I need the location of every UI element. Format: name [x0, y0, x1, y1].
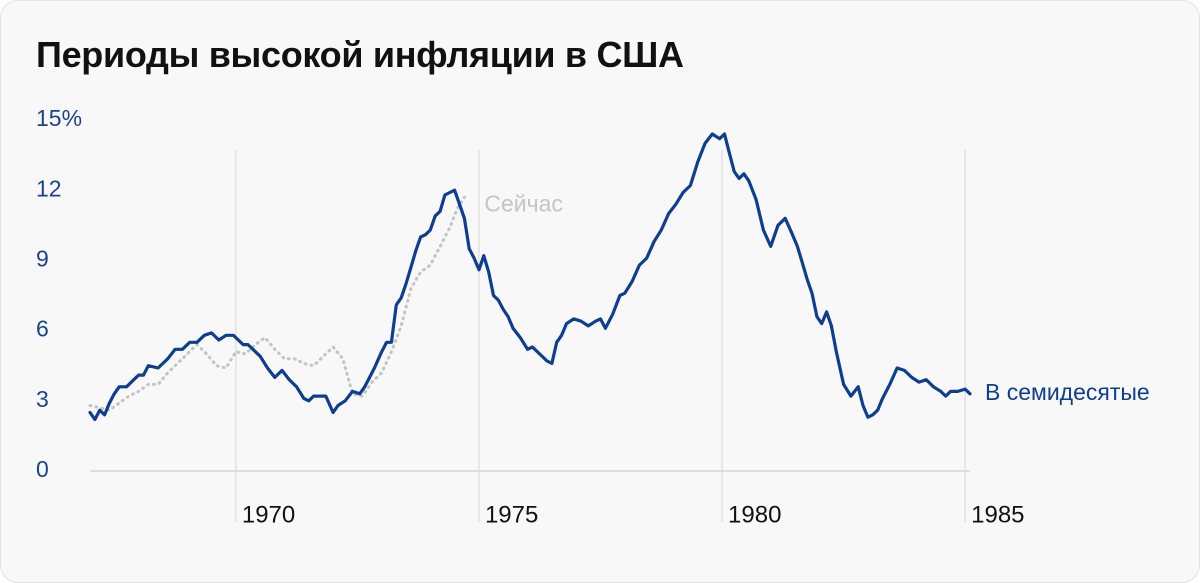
- y-axis-ticks: 0 3 6 9 12 15%: [36, 105, 82, 482]
- series-labels: В семидесятые Сейчас: [484, 190, 1149, 405]
- x-tick-label: 1985: [971, 501, 1024, 528]
- x-tick-label: 1980: [728, 501, 781, 528]
- x-guide-lines: [235, 150, 966, 522]
- label-seventies: В семидесятые: [985, 379, 1150, 405]
- chart-title: Периоды высокой инфляции в США: [36, 34, 684, 75]
- x-tick-label: 1975: [485, 501, 538, 528]
- y-tick-label: 3: [36, 386, 49, 412]
- y-tick-label: 9: [36, 245, 49, 271]
- y-tick-label: 6: [36, 316, 49, 342]
- series-line-seventies: [88, 132, 972, 422]
- y-tick-label: 0: [36, 456, 49, 482]
- y-tick-label: 15%: [36, 105, 82, 131]
- x-tick-label: 1970: [242, 501, 295, 528]
- series-layer: [88, 132, 972, 422]
- x-axis-ticks: 1970 1975 1980 1985: [242, 501, 1025, 528]
- y-tick-label: 12: [36, 175, 62, 201]
- label-now: Сейчас: [484, 190, 563, 216]
- series-line-now: [88, 195, 466, 412]
